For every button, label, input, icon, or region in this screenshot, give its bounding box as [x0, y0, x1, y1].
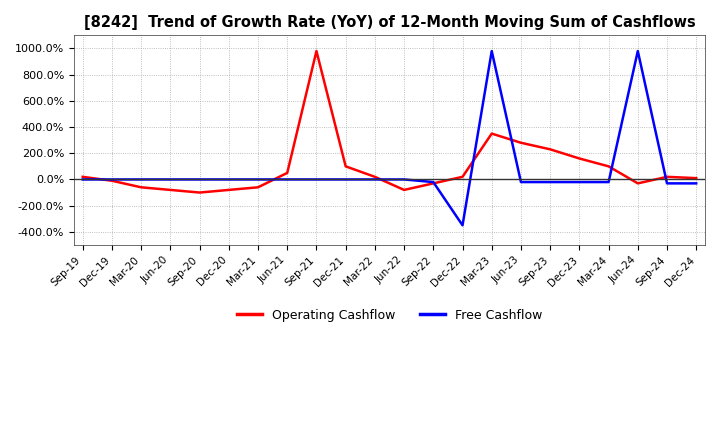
Line: Operating Cashflow: Operating Cashflow [83, 51, 696, 193]
Operating Cashflow [634, 181, 642, 186]
Operating Cashflow [692, 176, 701, 181]
Operating Cashflow [312, 48, 321, 54]
Free Cashflow [253, 177, 262, 182]
Operating Cashflow [517, 140, 526, 145]
Free Cashflow [546, 180, 554, 185]
Free Cashflow [604, 180, 613, 185]
Legend: Operating Cashflow, Free Cashflow: Operating Cashflow, Free Cashflow [232, 304, 547, 327]
Free Cashflow [429, 180, 438, 185]
Free Cashflow [283, 177, 292, 182]
Operating Cashflow [253, 185, 262, 190]
Free Cashflow [400, 177, 408, 182]
Free Cashflow [634, 48, 642, 54]
Operating Cashflow [546, 147, 554, 152]
Line: Free Cashflow: Free Cashflow [83, 51, 696, 225]
Operating Cashflow [195, 190, 204, 195]
Free Cashflow [458, 223, 467, 228]
Free Cashflow [312, 177, 321, 182]
Free Cashflow [107, 177, 116, 182]
Operating Cashflow [487, 131, 496, 136]
Free Cashflow [371, 177, 379, 182]
Free Cashflow [225, 177, 233, 182]
Operating Cashflow [662, 174, 671, 180]
Free Cashflow [662, 181, 671, 186]
Operating Cashflow [371, 174, 379, 180]
Operating Cashflow [225, 187, 233, 193]
Free Cashflow [137, 177, 145, 182]
Free Cashflow [78, 177, 87, 182]
Title: [8242]  Trend of Growth Rate (YoY) of 12-Month Moving Sum of Cashflows: [8242] Trend of Growth Rate (YoY) of 12-… [84, 15, 696, 30]
Operating Cashflow [137, 185, 145, 190]
Operating Cashflow [429, 181, 438, 186]
Free Cashflow [166, 177, 175, 182]
Free Cashflow [692, 181, 701, 186]
Operating Cashflow [575, 156, 584, 161]
Operating Cashflow [107, 178, 116, 183]
Free Cashflow [517, 180, 526, 185]
Operating Cashflow [604, 164, 613, 169]
Operating Cashflow [400, 187, 408, 193]
Operating Cashflow [341, 164, 350, 169]
Operating Cashflow [283, 170, 292, 176]
Free Cashflow [575, 180, 584, 185]
Operating Cashflow [166, 187, 175, 193]
Operating Cashflow [458, 174, 467, 180]
Operating Cashflow [78, 174, 87, 180]
Free Cashflow [487, 48, 496, 54]
Free Cashflow [195, 177, 204, 182]
Free Cashflow [341, 177, 350, 182]
